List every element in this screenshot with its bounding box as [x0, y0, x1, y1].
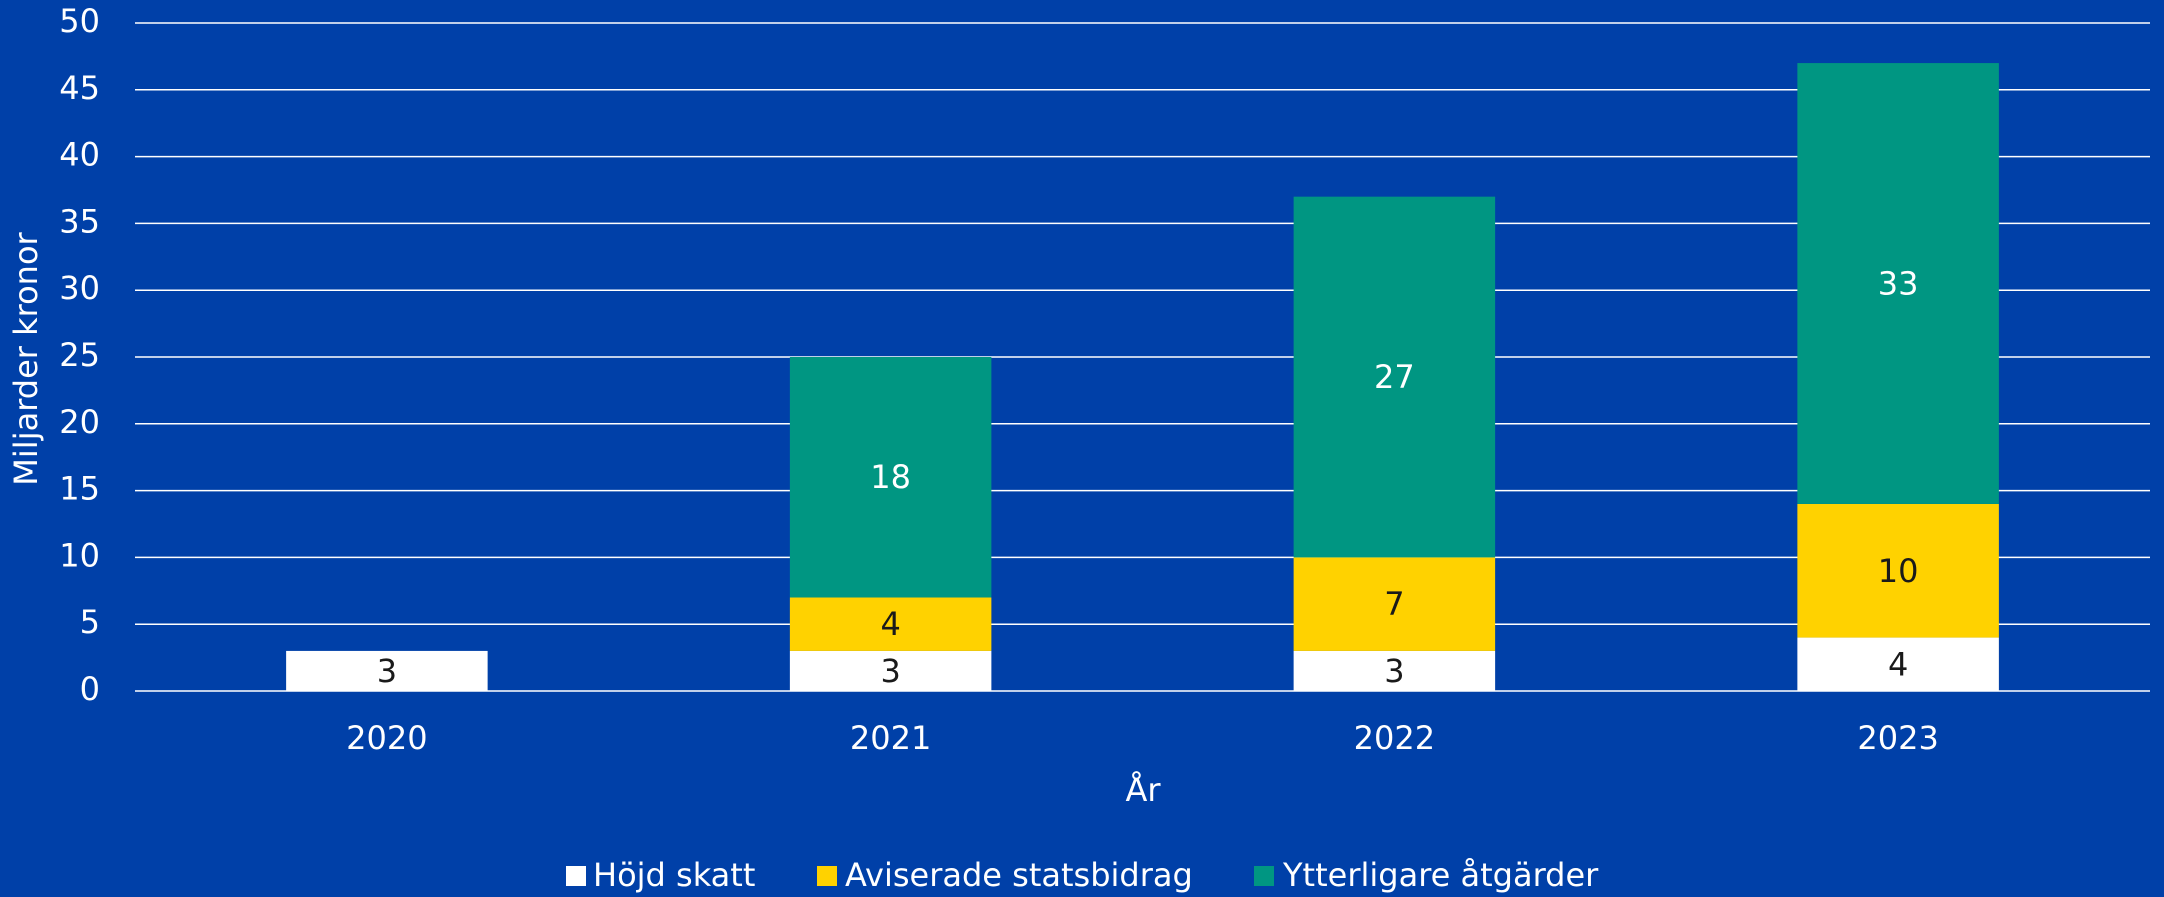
x-tick-label: 2020: [346, 719, 427, 757]
legend-label: Ytterligare åtgärder: [1282, 856, 1599, 894]
data-label: 4: [1888, 645, 1908, 683]
legend-label: Aviserade statsbidrag: [845, 856, 1193, 894]
bar-segment: [789, 597, 992, 651]
y-tick-label: 25: [59, 336, 100, 374]
y-tick-label: 40: [59, 136, 100, 174]
y-tick-label: 50: [59, 2, 100, 40]
y-tick-label: 0: [80, 670, 100, 708]
y-tick-label: 5: [80, 603, 100, 641]
data-label: 3: [1384, 652, 1404, 690]
bar-segment: [1797, 63, 1999, 504]
bar-segment: [1293, 196, 1496, 558]
y-tick-label: 30: [59, 269, 100, 307]
x-tick-label: 2023: [1857, 719, 1938, 757]
bar-segment: [1797, 503, 1999, 638]
data-label: 33: [1878, 265, 1919, 303]
legend-swatch: [817, 866, 837, 886]
bar-segment: [789, 650, 992, 691]
legend-swatch: [1254, 866, 1274, 886]
data-label: 3: [377, 652, 397, 690]
data-label: 10: [1878, 552, 1919, 590]
y-tick-label: 20: [59, 403, 100, 441]
data-label: 27: [1374, 358, 1415, 396]
data-label: 4: [880, 605, 900, 643]
data-label: 18: [870, 458, 911, 496]
legend-swatch: [566, 866, 586, 886]
y-axis-title: Miljarder kronor: [7, 231, 45, 485]
x-tick-label: 2022: [1354, 719, 1435, 757]
y-tick-label: 10: [59, 536, 100, 574]
bar-segment: [1797, 637, 1999, 691]
legend-label: Höjd skatt: [593, 856, 755, 894]
bar-segment: [1293, 557, 1496, 651]
data-label: 3: [880, 652, 900, 690]
data-label: 7: [1384, 585, 1404, 623]
bar-segment: [286, 650, 488, 691]
bar-segment: [1293, 650, 1496, 691]
y-tick-label: 15: [59, 470, 100, 508]
x-tick-label: 2021: [850, 719, 931, 757]
x-axis-title: År: [1125, 771, 1161, 809]
y-tick-label: 45: [59, 69, 100, 107]
y-tick-label: 35: [59, 202, 100, 240]
bar-segment: [789, 357, 992, 598]
